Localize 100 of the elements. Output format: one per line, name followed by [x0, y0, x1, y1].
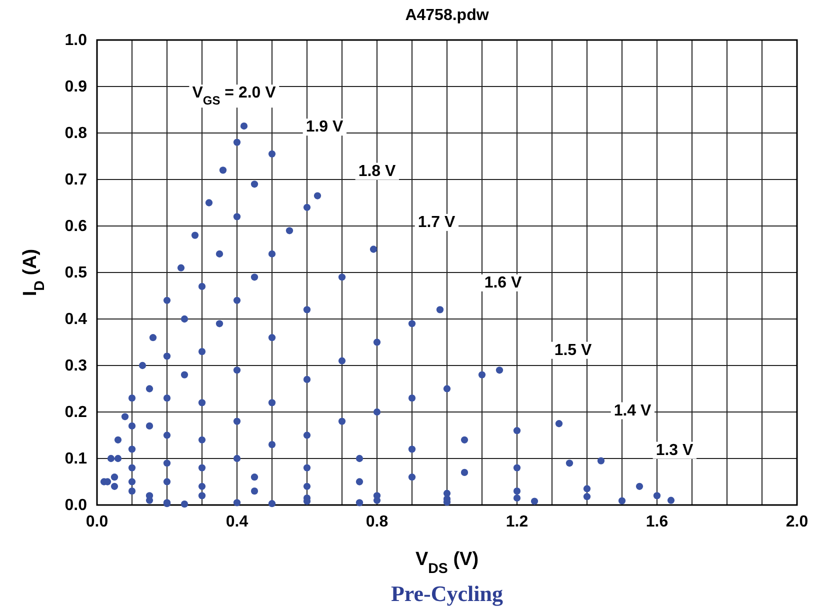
point: [216, 320, 224, 328]
point: [408, 446, 416, 453]
y-tick-label: 0.9: [64, 78, 88, 96]
point: [128, 487, 136, 495]
point: [338, 274, 346, 281]
point: [408, 320, 416, 328]
annotation: 1.8 V: [358, 162, 396, 180]
point: [555, 420, 563, 428]
y-tick-label: 0.2: [64, 404, 88, 422]
point: [163, 478, 171, 486]
point: [513, 427, 521, 434]
point: [240, 122, 248, 130]
point: [250, 474, 258, 481]
point: [233, 366, 241, 374]
point: [370, 246, 378, 253]
point: [408, 474, 416, 481]
annotation: 1.9 V: [306, 118, 344, 136]
point: [138, 362, 146, 370]
point: [198, 492, 206, 500]
point: [356, 454, 364, 462]
point: [303, 204, 311, 211]
point: [303, 376, 311, 384]
point: [163, 352, 171, 360]
point: [121, 413, 129, 420]
point: [460, 468, 468, 476]
point: [303, 306, 311, 314]
x-axis-title: V$_{DS}$ (V): [415, 549, 479, 577]
series-label: V$_{GS}$ = 2.0 V: [192, 84, 276, 108]
point: [219, 166, 227, 174]
x-tick-label: 1.2: [506, 513, 528, 530]
y-tick-label: 0.7: [64, 172, 88, 189]
point: [146, 385, 154, 392]
point: [566, 460, 574, 467]
y-tick-label: 0.0: [64, 497, 88, 514]
point: [250, 180, 258, 188]
point: [233, 213, 241, 220]
point: [356, 499, 364, 506]
point: [107, 454, 115, 462]
point: [198, 399, 206, 406]
point: [163, 394, 171, 402]
point: [443, 385, 451, 392]
point: [128, 478, 136, 486]
point: [149, 334, 157, 342]
point: [286, 227, 294, 234]
point: [496, 366, 504, 374]
point: [373, 338, 381, 346]
point: [338, 418, 346, 425]
point: [198, 464, 206, 472]
point: [513, 494, 521, 502]
point: [303, 464, 311, 472]
point: [338, 357, 346, 364]
y-tick-label: 0.8: [64, 125, 88, 142]
point: [268, 250, 276, 258]
point: [128, 464, 136, 472]
point: [180, 371, 188, 378]
point: [373, 408, 381, 416]
point: [180, 315, 188, 323]
point: [636, 482, 644, 490]
point: [618, 497, 626, 504]
annotation: 1.5 V: [554, 342, 592, 359]
y-tick-label: 1.0: [64, 32, 88, 50]
point: [653, 492, 661, 500]
chart-title: A4758.pdw: [405, 7, 490, 24]
point: [128, 446, 136, 453]
point: [114, 436, 122, 444]
point: [110, 482, 118, 490]
point: [233, 296, 241, 304]
point: [314, 192, 322, 200]
point: [163, 460, 171, 467]
annotation: 1.7 V: [418, 214, 456, 231]
point: [177, 264, 185, 272]
point: [146, 422, 154, 430]
point: [597, 457, 605, 464]
annotation: 1.6 V: [484, 274, 522, 292]
point: [268, 150, 276, 158]
text: Pre-Cycling: [390, 581, 504, 606]
point: [460, 436, 468, 444]
y-tick-label: 0.5: [64, 264, 88, 282]
x-tick-label: 1.6: [646, 513, 668, 530]
point: [268, 500, 276, 508]
point: [198, 482, 206, 490]
x-tick-label: 0.8: [366, 513, 388, 530]
point: [583, 485, 591, 492]
point: [198, 348, 206, 356]
point: [530, 498, 538, 505]
point: [268, 440, 276, 448]
point: [198, 282, 206, 290]
point: [128, 394, 136, 402]
point: [216, 250, 224, 258]
point: [513, 487, 521, 495]
point: [408, 394, 416, 402]
point: [180, 500, 188, 508]
y-tick-label: 0.6: [64, 218, 88, 236]
point: [233, 138, 241, 146]
point: [128, 422, 136, 430]
annotation: 1.4 V: [614, 402, 652, 420]
point: [163, 432, 171, 439]
y-tick-label: 0.1: [64, 450, 88, 468]
point: [436, 306, 444, 314]
x-tick-label: 0.4: [226, 513, 248, 530]
